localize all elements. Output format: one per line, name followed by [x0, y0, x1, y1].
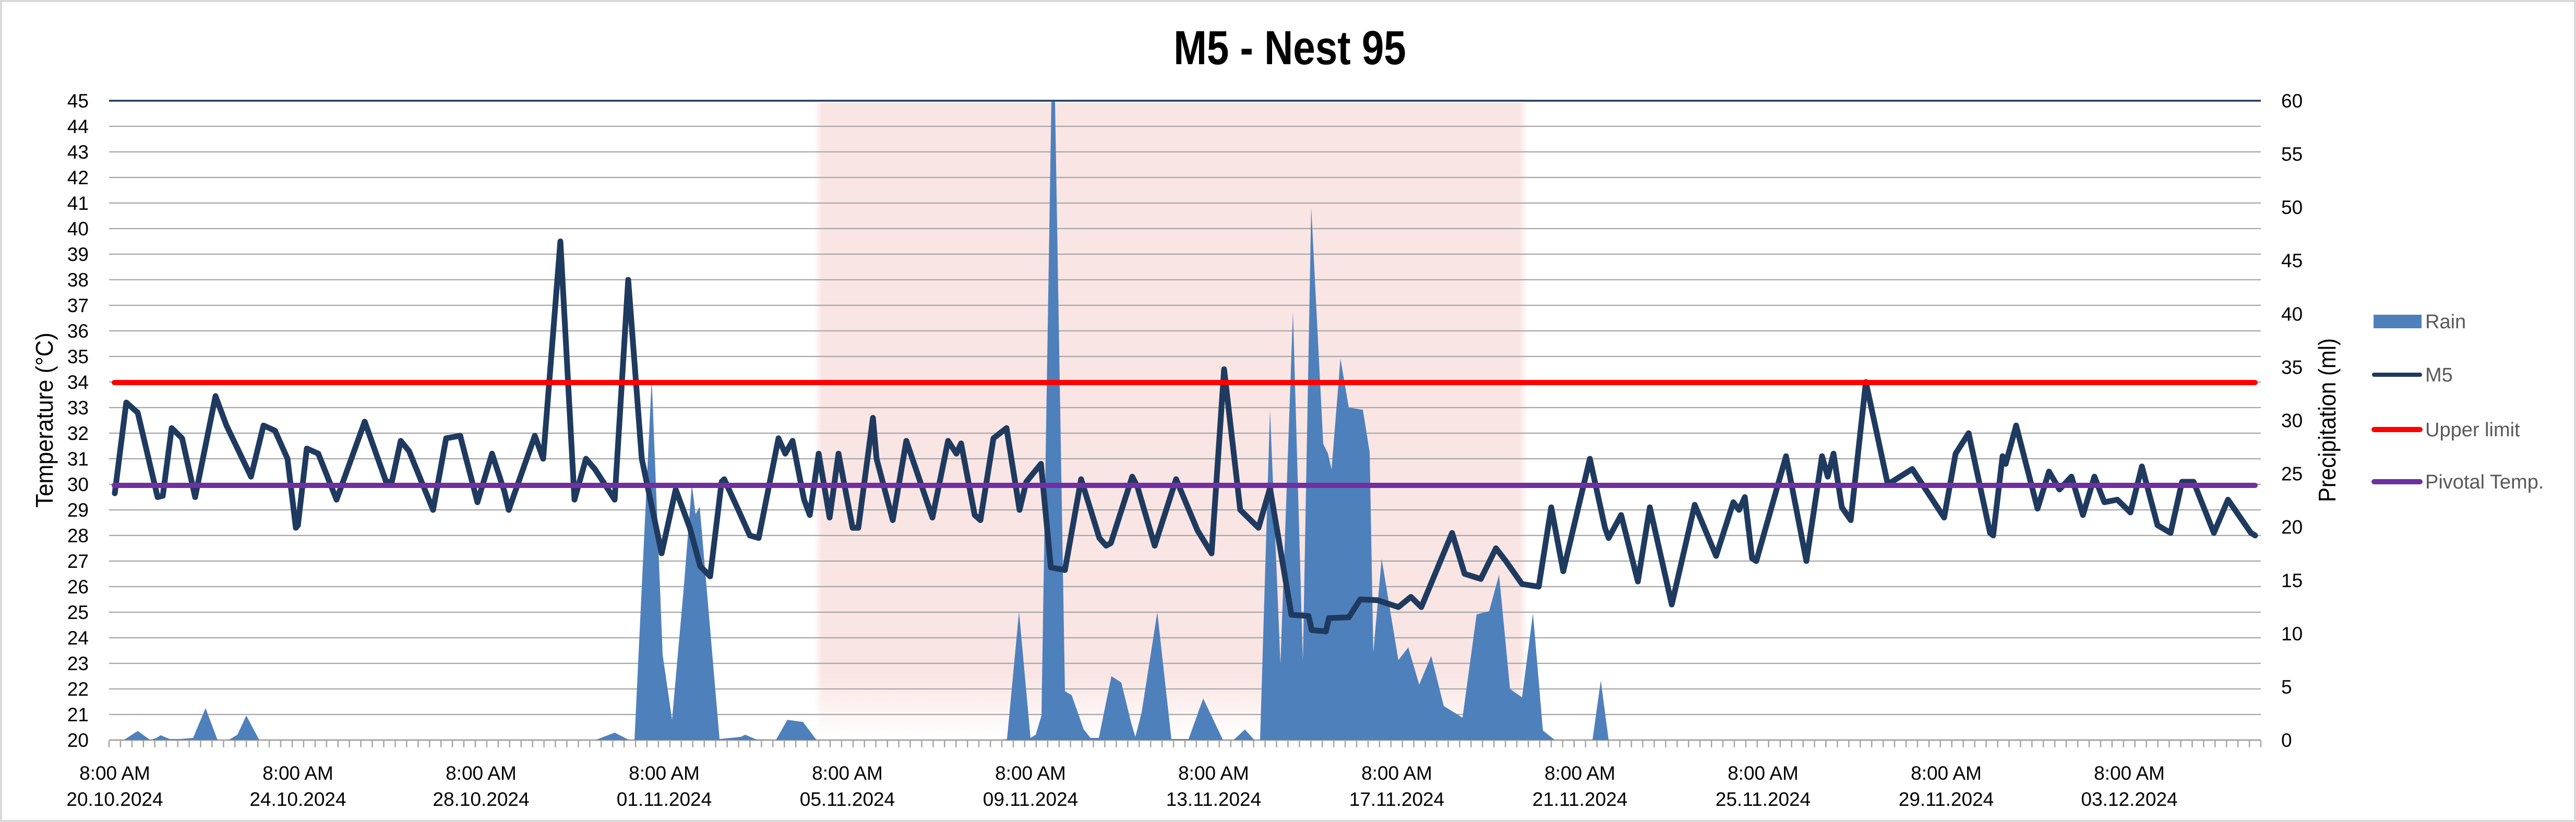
svg-text:17.11.2024: 17.11.2024 — [1349, 789, 1444, 810]
svg-text:21: 21 — [67, 704, 89, 725]
svg-text:29.11.2024: 29.11.2024 — [1899, 789, 1994, 810]
svg-text:M5: M5 — [2425, 364, 2453, 386]
svg-text:Precipitation (ml): Precipitation (ml) — [2314, 338, 2341, 502]
svg-text:28: 28 — [67, 525, 89, 546]
svg-text:20.10.2024: 20.10.2024 — [66, 789, 163, 810]
svg-text:8:00 AM: 8:00 AM — [812, 763, 883, 784]
svg-text:44: 44 — [67, 116, 89, 137]
svg-text:Temperature (°C): Temperature (°C) — [31, 332, 58, 508]
svg-text:24.10.2024: 24.10.2024 — [249, 789, 346, 810]
svg-text:15: 15 — [2281, 570, 2303, 591]
svg-text:8:00 AM: 8:00 AM — [1728, 763, 1799, 784]
svg-text:41: 41 — [67, 193, 89, 214]
svg-text:36: 36 — [67, 320, 89, 342]
svg-text:55: 55 — [2281, 144, 2303, 165]
svg-text:29: 29 — [67, 499, 89, 521]
svg-text:8:00 AM: 8:00 AM — [1911, 763, 1982, 784]
svg-text:30: 30 — [2281, 410, 2303, 432]
svg-text:30: 30 — [67, 474, 89, 495]
svg-text:8:00 AM: 8:00 AM — [1544, 763, 1615, 784]
svg-text:42: 42 — [67, 167, 89, 188]
svg-text:40: 40 — [2281, 303, 2303, 325]
svg-text:13.11.2024: 13.11.2024 — [1166, 789, 1261, 810]
svg-text:35: 35 — [2281, 356, 2303, 378]
svg-text:24: 24 — [67, 627, 89, 649]
svg-text:8:00 AM: 8:00 AM — [446, 763, 517, 784]
svg-text:8:00 AM: 8:00 AM — [629, 763, 700, 784]
svg-text:8:00 AM: 8:00 AM — [2094, 763, 2165, 784]
svg-text:32: 32 — [67, 423, 89, 444]
svg-text:37: 37 — [67, 295, 89, 316]
svg-text:28.10.2024: 28.10.2024 — [433, 789, 529, 810]
svg-text:8:00 AM: 8:00 AM — [1178, 763, 1249, 784]
svg-text:25: 25 — [2281, 463, 2303, 485]
svg-text:31: 31 — [67, 448, 89, 470]
svg-text:05.11.2024: 05.11.2024 — [800, 789, 895, 810]
svg-text:01.11.2024: 01.11.2024 — [617, 789, 712, 810]
svg-text:20: 20 — [2281, 517, 2303, 538]
svg-text:34: 34 — [67, 372, 89, 393]
svg-text:5: 5 — [2281, 676, 2292, 698]
svg-text:8:00 AM: 8:00 AM — [995, 763, 1066, 784]
svg-text:40: 40 — [67, 218, 89, 240]
svg-text:8:00 AM: 8:00 AM — [79, 763, 150, 784]
svg-text:39: 39 — [67, 244, 89, 265]
svg-text:21.11.2024: 21.11.2024 — [1532, 789, 1627, 810]
svg-text:23: 23 — [67, 653, 89, 674]
svg-text:Upper limit: Upper limit — [2425, 419, 2520, 441]
svg-text:0: 0 — [2281, 730, 2292, 751]
svg-text:27: 27 — [67, 551, 89, 572]
svg-text:09.11.2024: 09.11.2024 — [983, 789, 1078, 810]
svg-text:M5 - Nest 95: M5 - Nest 95 — [1173, 20, 1406, 74]
svg-text:45: 45 — [2281, 250, 2303, 271]
svg-text:45: 45 — [67, 90, 89, 112]
svg-text:10: 10 — [2281, 623, 2303, 645]
svg-text:03.12.2024: 03.12.2024 — [2081, 789, 2177, 810]
svg-text:26: 26 — [67, 576, 89, 598]
svg-text:22: 22 — [67, 678, 89, 700]
svg-text:20: 20 — [67, 730, 89, 751]
svg-text:8:00 AM: 8:00 AM — [262, 763, 333, 784]
svg-text:25: 25 — [67, 602, 89, 623]
svg-text:Rain: Rain — [2425, 311, 2466, 333]
svg-text:25.11.2024: 25.11.2024 — [1716, 789, 1811, 810]
svg-text:35: 35 — [67, 346, 89, 367]
svg-text:8:00 AM: 8:00 AM — [1361, 763, 1432, 784]
svg-text:Pivotal Temp.: Pivotal Temp. — [2425, 471, 2544, 493]
svg-text:38: 38 — [67, 269, 89, 291]
svg-text:43: 43 — [67, 141, 89, 163]
svg-text:60: 60 — [2281, 90, 2303, 112]
svg-text:50: 50 — [2281, 197, 2303, 218]
svg-text:33: 33 — [67, 397, 89, 419]
